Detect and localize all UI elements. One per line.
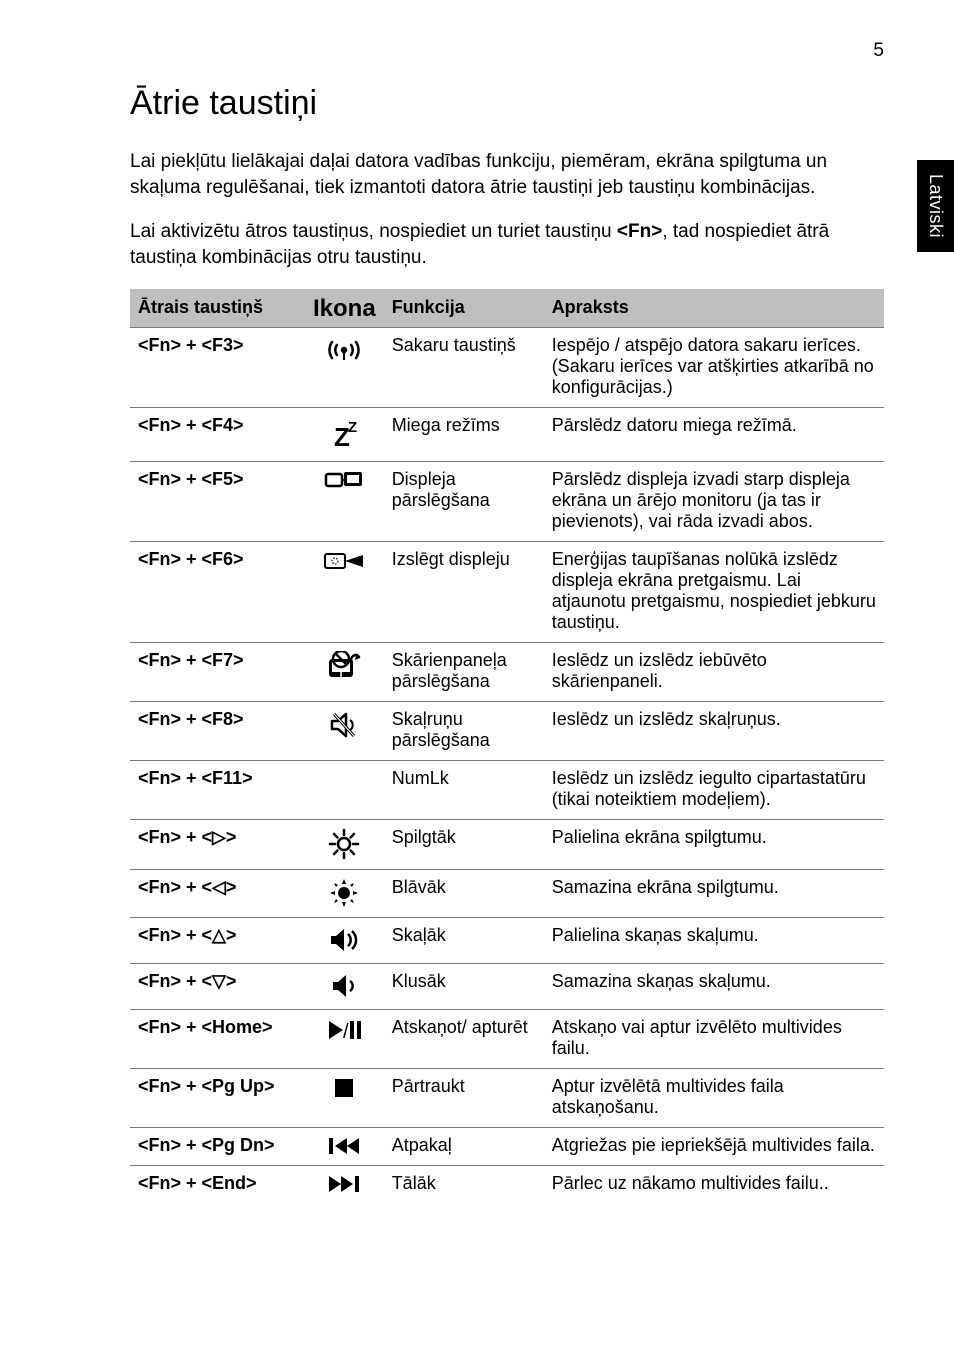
previous-track-icon	[305, 1127, 384, 1165]
cell-desc: Pārlec uz nākamo multivides failu..	[544, 1165, 884, 1203]
table-row: <Fn> + <F5> Displeja pārslēgšana Pārslēd…	[130, 461, 884, 541]
cell-desc: Atskaņo vai aptur izvēlēto multivides fa…	[544, 1009, 884, 1068]
table-row: <Fn> + <▽> Klusāk Samazina skaņas skaļum…	[130, 963, 884, 1009]
cell-func: Atpakaļ	[384, 1127, 544, 1165]
table-row: <Fn> + <△> Skaļāk Palielina skaņas skaļu…	[130, 917, 884, 963]
cell-desc: Iespējo / atspējo datora sakaru ierīces.…	[544, 327, 884, 407]
cell-desc: Palielina skaņas skaļumu.	[544, 917, 884, 963]
cell-desc: Enerģijas taupīšanas nolūkā izslēdz disp…	[544, 541, 884, 642]
th-description: Apraksts	[544, 289, 884, 328]
cell-desc: Ieslēdz un izslēdz iegulto cipartastatūr…	[544, 760, 884, 819]
page-content: 5 Ātrie taustiņi Lai piekļūtu lielākajai…	[0, 0, 954, 1263]
sleep-icon: ZZ	[305, 407, 384, 461]
cell-desc: Samazina skaņas skaļumu.	[544, 963, 884, 1009]
cell-key: <Fn> + <▽>	[130, 963, 305, 1009]
cell-func: Tālāk	[384, 1165, 544, 1203]
cell-desc: Atgriežas pie iepriekšējā multivides fai…	[544, 1127, 884, 1165]
cell-key: <Fn> + <Pg Dn>	[130, 1127, 305, 1165]
numlk-icon	[305, 760, 384, 819]
table-row: <Fn> + <F11> NumLk Ieslēdz un izslēdz ie…	[130, 760, 884, 819]
cell-func: Izslēgt displeju	[384, 541, 544, 642]
cell-key: <Fn> + <F4>	[130, 407, 305, 461]
touchpad-icon	[305, 642, 384, 701]
stop-icon	[305, 1068, 384, 1127]
cell-func: Displeja pārslēgšana	[384, 461, 544, 541]
cell-key: <Fn> + <F6>	[130, 541, 305, 642]
cell-key: <Fn> + <▷>	[130, 819, 305, 869]
page-title: Ātrie taustiņi	[130, 84, 884, 123]
table-row: <Fn> + <Pg Dn> Atpakaļ Atgriežas pie iep…	[130, 1127, 884, 1165]
cell-func: Blāvāk	[384, 869, 544, 917]
cell-desc: Pārslēdz displeja izvadi starp displeja …	[544, 461, 884, 541]
cell-key: <Fn> + <End>	[130, 1165, 305, 1203]
table-row: <Fn> + <Pg Up> Pārtraukt Aptur izvēlētā …	[130, 1068, 884, 1127]
cell-func: Skārienpaneļa pārslēgšana	[384, 642, 544, 701]
volume-down-icon	[305, 963, 384, 1009]
intro-paragraph-1: Lai piekļūtu lielākajai daļai datora vad…	[130, 149, 884, 200]
next-track-icon	[305, 1165, 384, 1203]
cell-key: <Fn> + <F11>	[130, 760, 305, 819]
svg-text:Z: Z	[348, 419, 357, 436]
table-row: <Fn> + <End> Tālāk Pārlec uz nākamo mult…	[130, 1165, 884, 1203]
intro-text: Lai aktivizētu ātros taustiņus, nospiedi…	[130, 221, 617, 242]
cell-key: <Fn> + <Pg Up>	[130, 1068, 305, 1127]
th-icon: Ikona	[305, 289, 384, 328]
cell-func: Pārtraukt	[384, 1068, 544, 1127]
intro-paragraph-2: Lai aktivizētu ātros taustiņus, nospiedi…	[130, 219, 884, 270]
cell-desc: Pārslēdz datoru miega režīmā.	[544, 407, 884, 461]
cell-key: <Fn> + <F8>	[130, 701, 305, 760]
cell-desc: Aptur izvēlētā multivides faila atskaņoš…	[544, 1068, 884, 1127]
cell-key: <Fn> + <△>	[130, 917, 305, 963]
play-pause-icon: /	[305, 1009, 384, 1068]
table-row: <Fn> + <F7> Skārienpaneļa pārslēgšana Ie…	[130, 642, 884, 701]
cell-key: <Fn> + <F3>	[130, 327, 305, 407]
cell-func: Skaļāk	[384, 917, 544, 963]
cell-func: Skaļruņu pārslēgšana	[384, 701, 544, 760]
cell-key: <Fn> + <F7>	[130, 642, 305, 701]
cell-desc: Palielina ekrāna spilgtumu.	[544, 819, 884, 869]
volume-up-icon	[305, 917, 384, 963]
cell-func: Sakaru taustiņš	[384, 327, 544, 407]
mute-icon	[305, 701, 384, 760]
cell-key: <Fn> + <F5>	[130, 461, 305, 541]
table-row: <Fn> + <◁> Blāvāk Samazina ekrāna spilgt…	[130, 869, 884, 917]
wireless-icon	[305, 327, 384, 407]
cell-key: <Fn> + <◁>	[130, 869, 305, 917]
language-tab: Latviski	[917, 160, 954, 252]
fn-key-label: <Fn>	[617, 221, 662, 242]
th-function: Funkcija	[384, 289, 544, 328]
brightness-up-icon	[305, 819, 384, 869]
cell-func: NumLk	[384, 760, 544, 819]
table-row: <Fn> + <Home> / Atskaņot/ apturēt Atskaņ…	[130, 1009, 884, 1068]
cell-func: Miega režīms	[384, 407, 544, 461]
page-number: 5	[130, 40, 884, 62]
table-row: <Fn> + <F4> ZZ Miega režīms Pārslēdz dat…	[130, 407, 884, 461]
display-off-icon	[305, 541, 384, 642]
cell-func: Spilgtāk	[384, 819, 544, 869]
svg-text:/: /	[343, 1021, 349, 1042]
table-header-row: Ātrais taustiņš Ikona Funkcija Apraksts	[130, 289, 884, 328]
cell-desc: Ieslēdz un izslēdz skaļruņus.	[544, 701, 884, 760]
brightness-down-icon	[305, 869, 384, 917]
table-row: <Fn> + <▷> Spilgtāk Palielina ekrāna spi…	[130, 819, 884, 869]
th-hotkey: Ātrais taustiņš	[130, 289, 305, 328]
hotkeys-table: Ātrais taustiņš Ikona Funkcija Apraksts …	[130, 289, 884, 1203]
display-switch-icon	[305, 461, 384, 541]
cell-desc: Samazina ekrāna spilgtumu.	[544, 869, 884, 917]
table-row: <Fn> + <F3> Sakaru taustiņš Iespējo / at…	[130, 327, 884, 407]
table-row: <Fn> + <F8> Skaļruņu pārslēgšana Ieslēdz…	[130, 701, 884, 760]
cell-func: Atskaņot/ apturēt	[384, 1009, 544, 1068]
cell-func: Klusāk	[384, 963, 544, 1009]
table-row: <Fn> + <F6> Izslēgt displeju Enerģijas t…	[130, 541, 884, 642]
cell-desc: Ieslēdz un izslēdz iebūvēto skārienpanel…	[544, 642, 884, 701]
cell-key: <Fn> + <Home>	[130, 1009, 305, 1068]
